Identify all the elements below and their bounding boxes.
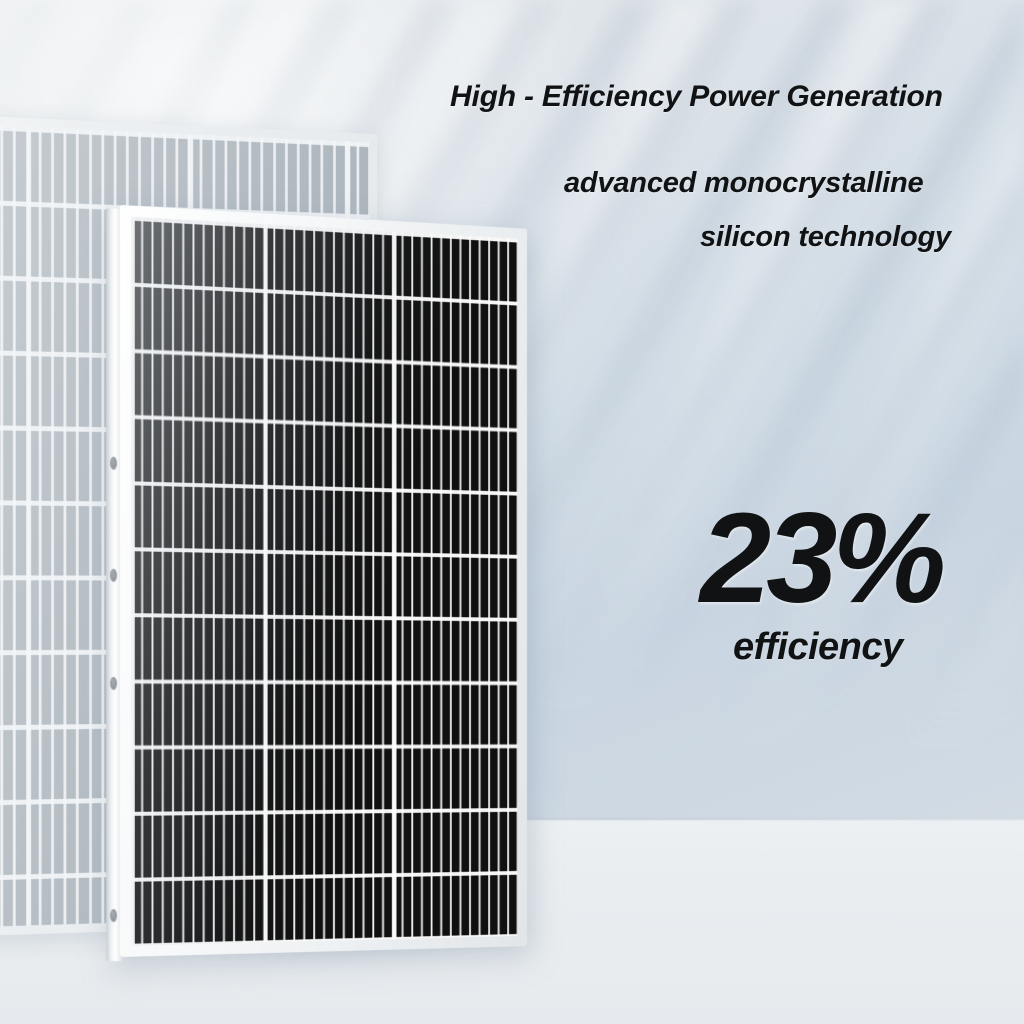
mounting-hole-icon (110, 676, 118, 691)
subheadline-line-2: silicon technology (700, 221, 951, 253)
mounting-hole-icon (110, 908, 118, 923)
mounting-hole-icon (110, 568, 118, 583)
efficiency-value: 23% (700, 487, 946, 630)
headline: High - Efficiency Power Generation (450, 80, 943, 113)
front-panel-cell-group-dividers (130, 216, 518, 946)
front-solar-panel (106, 205, 528, 962)
front-panel-glass (130, 216, 518, 946)
front-panel-frame (120, 205, 528, 957)
subheadline-line-1: advanced monocrystalline (564, 167, 924, 199)
efficiency-label: efficiency (733, 626, 903, 668)
mounting-hole-icon (110, 456, 118, 471)
